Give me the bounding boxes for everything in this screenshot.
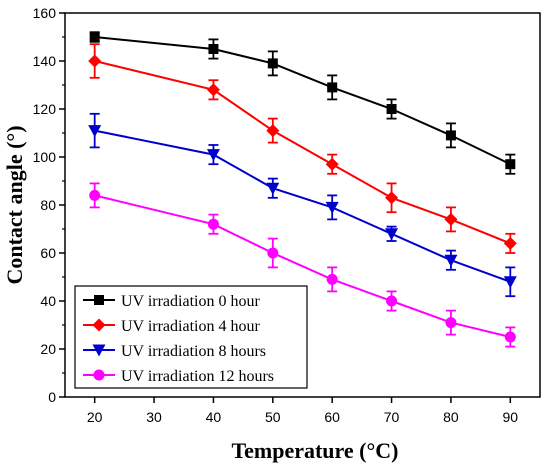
x-tick-label: 90: [503, 409, 519, 425]
x-tick-label: 50: [265, 409, 281, 425]
y-tick-label: 120: [33, 101, 57, 117]
data-point: [445, 130, 456, 141]
y-tick-label: 140: [33, 53, 57, 69]
data-point: [386, 104, 397, 114]
legend-marker: [92, 318, 106, 332]
series-3: [89, 182, 516, 348]
data-point: [267, 58, 278, 69]
data-point: [89, 32, 100, 42]
y-axis-title: Contact angle (°): [2, 125, 27, 284]
data-point: [503, 236, 517, 250]
data-point: [505, 159, 516, 170]
y-tick-label: 100: [33, 149, 57, 165]
y-tick-label: 40: [40, 293, 56, 309]
y-tick-label: 20: [40, 341, 56, 357]
data-point: [88, 125, 102, 138]
data-point: [385, 228, 399, 241]
data-point: [326, 273, 338, 285]
data-point: [503, 276, 517, 289]
series-2: [88, 112, 517, 298]
data-point: [89, 189, 101, 201]
series-0: [89, 31, 516, 175]
legend-label: UV irradiation 0 hour: [121, 293, 260, 310]
y-tick-label: 80: [40, 197, 56, 213]
x-tick-label: 70: [384, 409, 400, 425]
axes: 0 20 40 60 80 100 120 140 160 20 30 40 50 60 70 80 90: [33, 5, 541, 425]
legend: UV irradiation 0 hour UV irradiation 4 ho…: [74, 285, 308, 389]
legend-marker: [93, 369, 105, 381]
data-point: [327, 82, 338, 93]
data-point: [504, 331, 516, 343]
x-tick-label: 40: [206, 409, 222, 425]
data-point: [386, 295, 398, 307]
data-point: [444, 254, 458, 267]
data-point: [266, 182, 280, 195]
legend-label: UV irradiation 12 hours: [121, 368, 274, 385]
data-point: [208, 44, 219, 54]
series-1: [88, 43, 517, 254]
data-point: [385, 191, 399, 205]
legend-label: UV irradiation 8 hours: [121, 343, 266, 360]
data-point: [445, 317, 457, 329]
x-axis-title: Temperature (°C): [231, 438, 398, 463]
y-tick-label: 160: [33, 5, 57, 21]
data-point: [88, 54, 102, 68]
series-layer: [88, 31, 517, 348]
data-point: [325, 157, 339, 171]
data-point: [325, 201, 339, 214]
legend-marker: [94, 295, 104, 305]
series-line: [94, 36, 511, 166]
data-point: [207, 218, 219, 230]
x-tick-label: 20: [87, 409, 103, 425]
legend-label: UV irradiation 4 hour: [121, 318, 260, 335]
data-point: [444, 212, 458, 226]
x-tick-label: 80: [443, 409, 459, 425]
data-point: [206, 149, 220, 162]
y-tick-label: 60: [40, 245, 56, 261]
data-point: [206, 83, 220, 97]
x-tick-label: 60: [324, 409, 340, 425]
y-tick-label: 0: [48, 389, 56, 405]
legend-marker: [92, 344, 106, 357]
x-tick-label: 30: [146, 409, 162, 425]
legend-box: [74, 285, 308, 389]
data-point: [266, 124, 280, 138]
data-point: [267, 247, 279, 259]
